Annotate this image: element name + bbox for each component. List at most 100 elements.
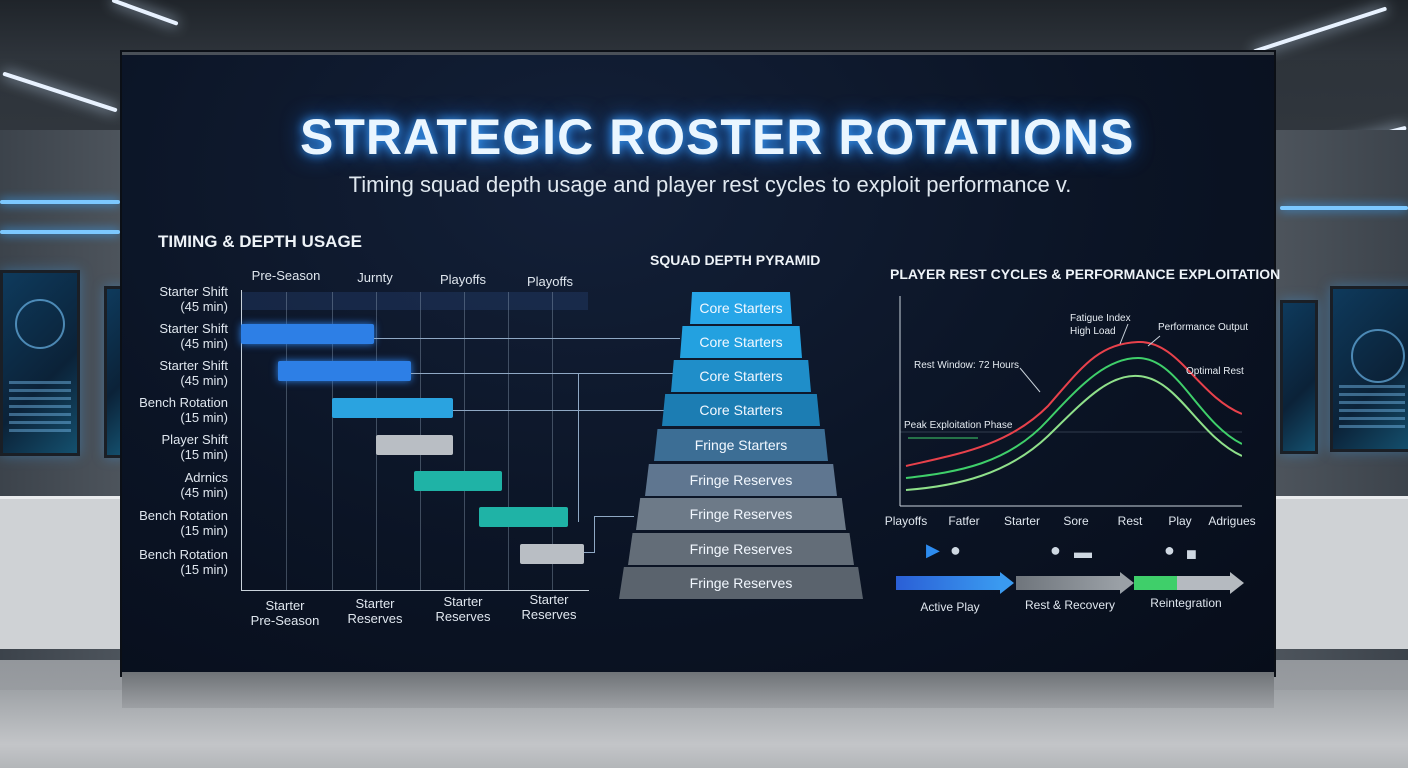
timing-column-header: Playoffs (526, 274, 573, 289)
gantt-bar (278, 361, 411, 381)
optimal-rest-annotation: Optimal Rest (1186, 366, 1244, 377)
annotation-leader (1019, 367, 1041, 393)
rest-x-label: Sore (1063, 514, 1089, 528)
rest-x-label: Playoffs (884, 514, 928, 528)
pyramid-tier: Fringe Reserves (645, 464, 837, 496)
gantt-gridline (286, 292, 287, 590)
fatigue-curve (905, 340, 1242, 467)
rest-x-label: Adrigues (1208, 514, 1256, 528)
phase-arrow-active (896, 576, 1000, 590)
footer-line: Reserves (521, 607, 577, 622)
timing-footer-label: Starter Reserves (504, 592, 594, 622)
gantt-gridline (508, 292, 509, 590)
gantt-bar (332, 398, 453, 418)
connector-line (594, 516, 595, 553)
phase-label: Rest & Recovery (1024, 598, 1116, 612)
room-ceiling (0, 0, 1408, 60)
row-label-line: Starter Shift (159, 321, 228, 336)
gantt-bar (479, 507, 568, 527)
performance-annotation: Performance Output (1158, 322, 1249, 333)
side-monitor-left (0, 270, 80, 456)
connector-line (578, 374, 579, 522)
row-label-line: Starter Shift (159, 358, 228, 373)
row-label-line: (45 min) (180, 373, 228, 388)
peak-phase-annotation: Peak Exploitation Phase (904, 420, 1013, 431)
gantt-gridline (464, 292, 465, 590)
pyramid-tier: Fringe Reserves (636, 498, 846, 530)
footer-line: Starter (443, 594, 483, 609)
pyramid-tier: Core Starters (662, 394, 820, 426)
gantt-bar (376, 435, 453, 455)
fatigue-annotation: Fatigue Index High Load (1070, 312, 1131, 338)
monitor-ring (15, 299, 65, 349)
phase-label: Active Play (920, 600, 980, 614)
annotation-line: Fatigue Index (1070, 313, 1131, 324)
timing-footer-label: Starter Reserves (330, 596, 420, 626)
wall-light-strip (0, 230, 120, 234)
timing-section-title: TIMING & DEPTH USAGE (158, 232, 363, 251)
timing-footer-label: Starter Pre-Season (230, 598, 340, 628)
pyramid-tier: Core Starters (690, 292, 792, 324)
footer-line: Starter (265, 598, 305, 613)
row-label-line: Bench Rotation (139, 508, 228, 523)
row-label-line: (15 min) (180, 410, 228, 425)
monitor-rows (8, 381, 72, 435)
timing-row-label: Player Shift (15 min) (108, 432, 228, 462)
gantt-header-band (241, 292, 588, 310)
desk-right (1274, 496, 1408, 649)
pyramid-tier: Core Starters (680, 326, 802, 358)
annotation-leader (1119, 323, 1129, 345)
row-label-line: Starter Shift (159, 284, 228, 299)
row-label-line: (15 min) (180, 523, 228, 538)
row-label-line: (45 min) (180, 485, 228, 500)
page-subtitle: Timing squad depth usage and player rest… (348, 172, 1072, 197)
rest-x-label: Fatfer (948, 514, 980, 528)
rest-curve (905, 374, 1242, 491)
timing-column-header: Jurnty (357, 270, 393, 285)
connector-line (453, 410, 665, 411)
rest-x-label: Starter (1003, 514, 1040, 528)
row-label-line: Bench Rotation (139, 395, 228, 410)
pyramid-tier: Fringe Reserves (619, 567, 863, 599)
gantt-bar (520, 544, 584, 564)
bed-person-icon: ● (1164, 540, 1175, 560)
phase-arrow-head (1120, 572, 1134, 594)
annotation-line: High Load (1070, 326, 1116, 337)
display-board-base (122, 672, 1274, 708)
desk-left (0, 496, 122, 649)
connector-line (411, 373, 673, 374)
phase-label: Reintegration (1150, 596, 1222, 610)
connector-line (584, 552, 594, 553)
pyramid-section-title: SQUAD DEPTH PYRAMID (650, 252, 821, 268)
ceiling-light (2, 71, 118, 113)
side-monitor-right-2 (1280, 300, 1318, 454)
connector-line (594, 516, 634, 517)
pyramid-tier: Core Starters (671, 360, 811, 392)
timing-row-label: Starter Shift (45 min) (108, 284, 228, 314)
phase-arrow-rest (1016, 576, 1120, 590)
resting-person-icon: ▬ (1074, 542, 1092, 562)
connector-line (374, 338, 680, 339)
footer-line: Reserves (347, 611, 403, 626)
rest-x-label: Play (1168, 514, 1192, 528)
row-label-line: (45 min) (180, 336, 228, 351)
side-monitor-right (1330, 286, 1408, 452)
footer-line: Reserves (435, 609, 491, 624)
timing-row-label: Bench Rotation (15 min) (108, 508, 228, 538)
performance-curve (905, 356, 1242, 479)
timing-row-label: Adrnics (45 min) (108, 470, 228, 500)
phase-arrow-head (1000, 572, 1014, 594)
footer-line: Starter (355, 596, 395, 611)
rest-x-label: Rest (1117, 514, 1143, 528)
annotation-leader (1147, 335, 1161, 347)
row-label-line: Bench Rotation (139, 547, 228, 562)
running-person-icon: ▶ (926, 540, 940, 560)
gantt-x-axis (241, 590, 589, 591)
timing-row-label: Bench Rotation (15 min) (108, 395, 228, 425)
bed-icon: ■ (1186, 544, 1197, 564)
rest-window-annotation: Rest Window: 72 Hours (914, 360, 1020, 371)
timing-row-label: Starter Shift (45 min) (108, 358, 228, 388)
standing-person-icon: ● (950, 540, 961, 560)
row-label-line: (15 min) (180, 447, 228, 462)
pyramid-tier: Fringe Starters (654, 429, 828, 461)
